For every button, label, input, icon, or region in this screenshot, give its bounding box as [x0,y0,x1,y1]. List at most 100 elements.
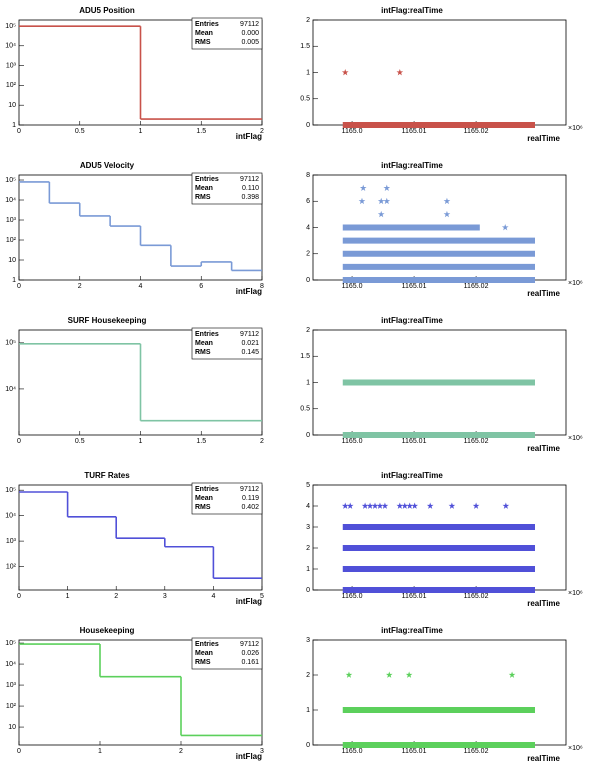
stats-value: 0.145 [241,349,259,356]
point-band [342,224,480,231]
point [345,671,353,678]
x-tick-label: 0 [17,283,21,290]
y-tick-label: 10⁵ [5,177,16,184]
y-tick-label: 10⁵ [5,23,16,30]
point-band [342,432,535,438]
y-tick-label: 1 [306,566,310,573]
x-tick-label: 4 [211,593,215,600]
y-tick-label: 2 [306,17,310,24]
stats-value: 0.005 [241,39,259,46]
stats-value: 0.026 [241,650,259,657]
y-tick-label: 8 [306,172,310,179]
point-band [342,707,535,713]
stats-name: Mean [195,495,213,502]
x-axis-label: intFlag [236,752,262,761]
x-tick-label: 0 [17,438,21,445]
point [361,502,369,509]
x-tick-label: 8 [260,283,264,290]
y-tick-label: 10⁵ [5,340,16,347]
x-multiplier: ×10⁶ [568,435,583,442]
point [359,184,367,191]
point-band [342,277,535,283]
point [383,197,391,205]
point-band [342,587,535,593]
y-tick-label: 3 [306,637,310,644]
frame [18,639,263,746]
stats-value: 0.110 [242,185,259,192]
y-tick-label: 2 [306,251,310,258]
y-tick-label: 1.5 [300,353,310,360]
x-tick-label: 0.5 [75,438,85,445]
x-tick-label: 5 [260,593,264,600]
stats-value: 0.161 [241,659,259,666]
x-tick-label: 2 [260,128,264,135]
stats-name: RMS [195,504,211,511]
x-tick-label: 3 [163,593,167,600]
y-tick-label: 1 [306,379,310,386]
stats-value: 97112 [240,486,259,493]
point [385,671,393,678]
point-band [342,524,535,530]
chart-title: ADU5 Position [79,6,135,15]
stats-box [191,172,263,205]
x-tick-label: 2 [179,748,183,755]
y-tick-label: 10³ [6,682,17,689]
y-tick-label: 2 [306,672,310,679]
stats-name: RMS [195,194,211,201]
chart-title: intFlag:realTime [381,626,443,635]
stats-name: RMS [195,659,211,666]
stats-box [191,482,263,515]
x-tick-label: 6 [199,283,203,290]
chart-title: SURF Housekeeping [68,316,147,325]
point-band [342,122,535,128]
x-tick-label: 1165.01 [402,748,427,755]
y-tick-label: 10² [6,563,17,570]
point [371,502,379,509]
stats-value: 0.402 [241,504,259,511]
x-multiplier: ×10⁶ [568,745,583,752]
y-tick-label: 10⁴ [5,661,16,668]
stats-name: RMS [195,349,211,356]
chart-title: Housekeeping [80,626,135,635]
point [377,197,385,205]
point [405,671,413,678]
x-tick-label: 1165.0 [342,128,363,135]
y-tick-label: 4 [306,224,310,231]
x-axis-label: intFlag [236,132,262,141]
x-tick-label: 1 [98,748,102,755]
frame [312,484,567,591]
x-tick-label: 1165.01 [402,438,427,445]
stats-name: Entries [195,331,219,338]
x-tick-label: 1165.02 [464,128,489,135]
point [346,502,354,509]
y-tick-label: 0 [306,277,310,284]
x-axis-label: realTime [527,134,560,143]
y-tick-label: 2 [306,327,310,334]
point [358,197,366,205]
point-band [342,742,535,748]
frame [312,19,567,126]
x-tick-label: 1165.02 [464,593,489,600]
point [366,502,374,509]
point [508,671,516,678]
stats-value: 97112 [240,21,259,28]
y-tick-label: 1.5 [300,43,310,50]
stats-name: Entries [195,176,219,183]
x-axis-label: realTime [527,599,560,608]
stats-name: Mean [195,340,213,347]
stats-name: Mean [195,185,213,192]
x-tick-label: 1165.02 [464,438,489,445]
x-tick-label: 1.5 [196,438,206,445]
x-tick-label: 0 [17,128,21,135]
y-tick-label: 2 [306,545,310,552]
stats-name: Mean [195,30,213,37]
stats-value: 0.119 [242,495,259,502]
point-band [342,263,535,270]
x-axis-label: realTime [527,289,560,298]
y-tick-label: 10⁴ [5,43,16,50]
stats-box [191,17,263,50]
point [443,210,451,218]
point [377,210,385,218]
stats-value: 0.021 [241,340,259,347]
